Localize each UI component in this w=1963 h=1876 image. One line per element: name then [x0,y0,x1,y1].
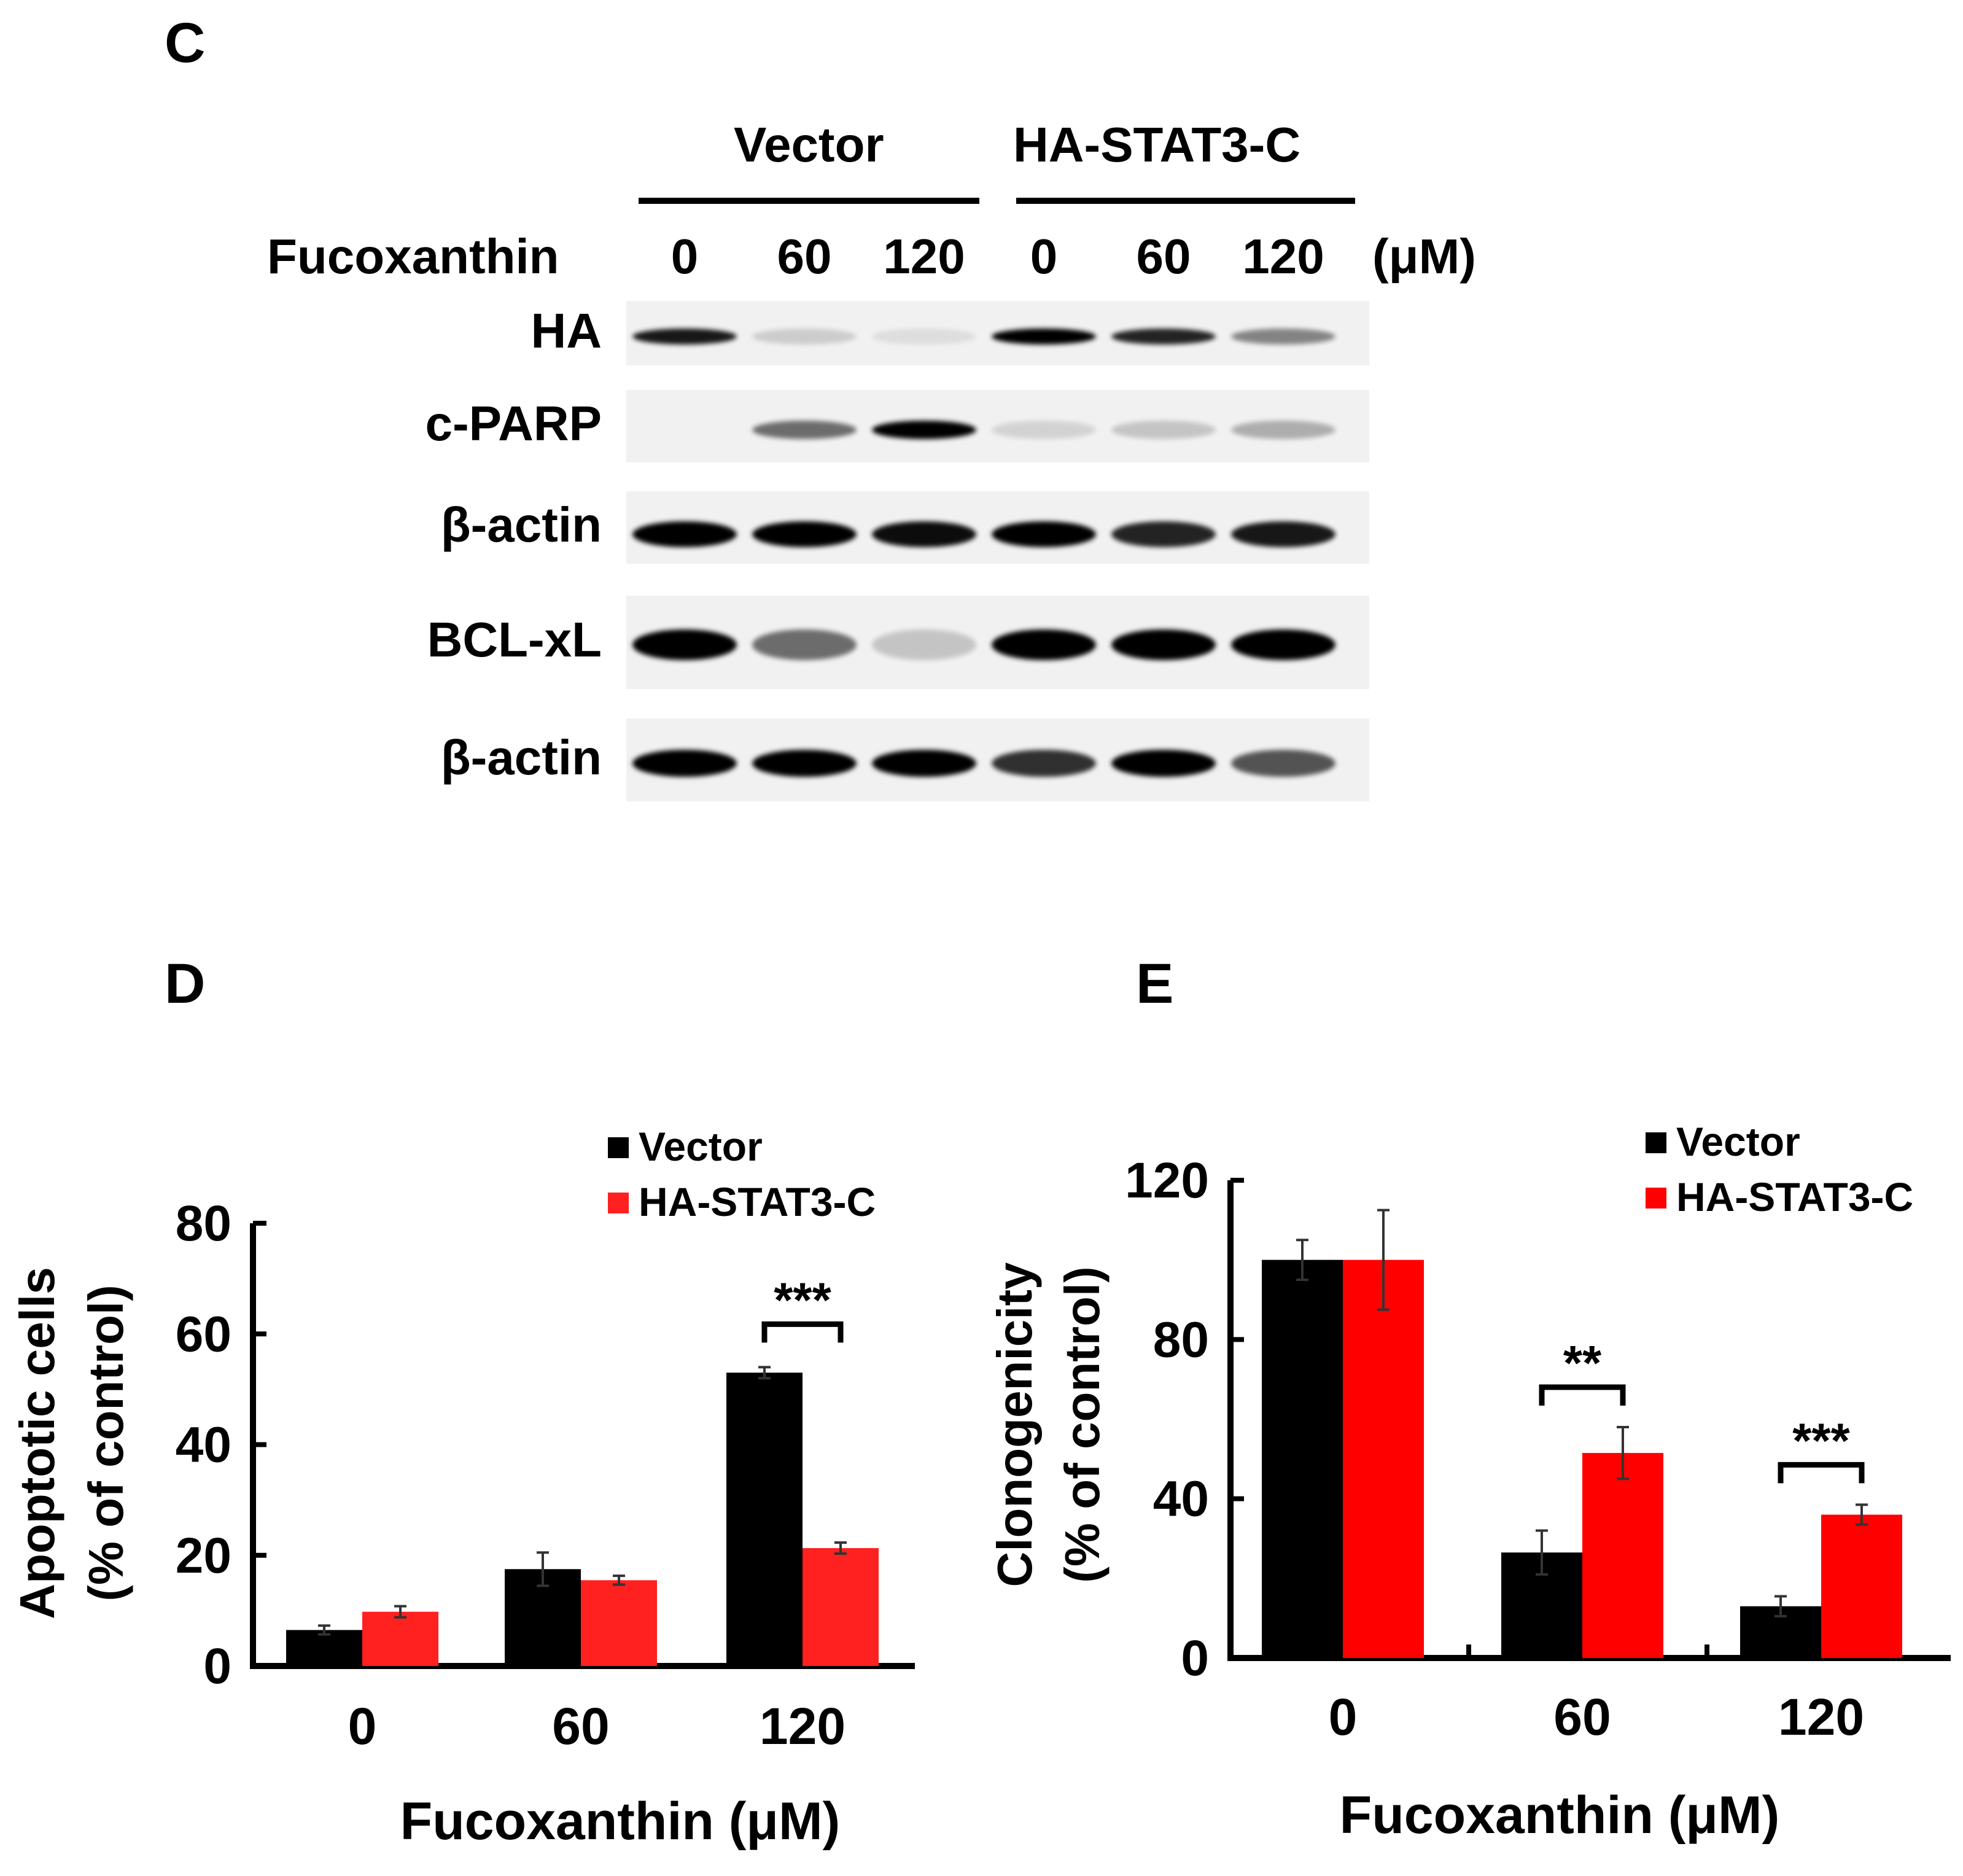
group-label-vector: Vector [734,117,884,172]
y-tick-label: 0 [1181,1630,1209,1686]
blot-band [992,421,1096,439]
blot-band [632,629,737,660]
y-tick-label: 0 [203,1638,231,1694]
blot-band [1231,329,1335,344]
bar-ha-stat3-c [581,1580,657,1666]
blot-band [1111,421,1216,439]
blot-band [752,750,857,777]
panel-c-letter: C [165,12,206,74]
y-tick-label: 80 [176,1196,231,1251]
blot-band [992,329,1096,344]
significance-label: ** [1563,1336,1602,1390]
y-tick-label: 40 [1153,1471,1209,1527]
y-tick-label: 60 [176,1306,231,1362]
blot-band [992,521,1096,547]
y-axis-title-line1: Clonogenicity [987,1262,1042,1587]
blot-band [632,521,737,547]
blot-band [1231,421,1335,439]
x-category-label: 60 [552,1697,609,1755]
blot-band [752,521,857,547]
dose-label: 0 [671,229,699,284]
dose-label: 60 [777,229,832,284]
blot-row-label: HA [531,303,602,358]
blot-band [752,421,857,439]
dose-label: 60 [1136,229,1191,284]
y-tick-label: 80 [1153,1312,1209,1368]
legend-swatch [1646,1132,1666,1153]
bar-ha-stat3-c [1582,1453,1663,1658]
blot-band [632,750,737,777]
blot-band [872,521,976,547]
y-axis-title-line2: (% of control) [1055,1266,1110,1582]
blot-strip [626,390,1369,462]
blot-row-label: c-PARP [425,396,602,451]
x-category-label: 120 [1778,1688,1864,1746]
blot-band [1111,329,1216,344]
blot-row-label: BCL-xL [427,612,602,667]
blot-band [632,329,737,344]
blot-band [752,629,857,660]
blot-band [1111,629,1216,660]
panel-d-letter: D [165,952,206,1015]
blot-band [872,329,976,344]
legend-swatch [608,1193,629,1213]
blot-band [1231,521,1335,547]
blot-band [752,329,857,344]
dose-label: 120 [1242,229,1324,284]
blot-band [1111,750,1216,777]
chart-d: 0 20 40 60 80 0 60 120 *** Vector HA-STAT3-C Fucoxa… [10,1124,915,1851]
legend-label: HA-STAT3-C [1676,1174,1913,1220]
panel-e-letter: E [1136,952,1174,1015]
legend-label: HA-STAT3-C [639,1179,876,1224]
x-category-label: 0 [1329,1688,1358,1746]
bar-ha-stat3-c [362,1611,438,1666]
blot-row-label: β-actin [440,497,602,552]
x-category-label: 0 [348,1697,377,1755]
legend-swatch [608,1137,629,1158]
group-label-ha-stat3-c: HA-STAT3-C [1013,117,1301,172]
bar-vector [1262,1259,1343,1658]
legend-label: Vector [639,1124,763,1169]
group-line-vector [639,198,979,204]
y-tick-label: 120 [1125,1153,1209,1209]
bar-ha-stat3-c [1821,1514,1902,1658]
bar-vector [726,1372,803,1666]
dose-label: 0 [1030,229,1058,284]
blot-row-label: β-actin [440,730,602,785]
significance-bracket [761,1321,844,1343]
y-axis-title-line2: (% of control) [79,1285,133,1601]
legend-swatch [1646,1188,1666,1209]
x-axis-title: Fucoxanthin (μM) [1340,1786,1780,1845]
bar-ha-stat3-c [1343,1259,1424,1658]
significance-bracket [1778,1461,1865,1484]
blot-band [1231,750,1335,777]
group-line-ha-stat3-c [1016,198,1355,204]
blot-band [872,629,976,660]
blot-band [872,750,976,777]
y-tick-label: 40 [176,1417,231,1473]
blot-band [872,421,976,439]
bar-vector [286,1630,362,1666]
blot-band [1231,629,1335,660]
treatment-label: Fucoxanthin [267,229,559,284]
blot-band [992,629,1096,660]
significance-label: *** [774,1272,831,1327]
unit-label: (μM) [1372,229,1476,284]
y-axis-title-line1: Apoptotic cells [10,1267,64,1619]
dose-label: 120 [883,229,965,284]
blot-band [992,750,1096,777]
blot-band [1111,521,1216,547]
x-category-label: 120 [760,1697,845,1755]
x-category-label: 60 [1553,1688,1611,1746]
significance-label: *** [1792,1413,1850,1468]
legend-label: Vector [1676,1119,1800,1164]
x-axis-title: Fucoxanthin (μM) [400,1792,841,1851]
bar-ha-stat3-c [803,1548,879,1666]
y-tick-label: 20 [176,1528,231,1584]
significance-bracket [1539,1384,1626,1406]
